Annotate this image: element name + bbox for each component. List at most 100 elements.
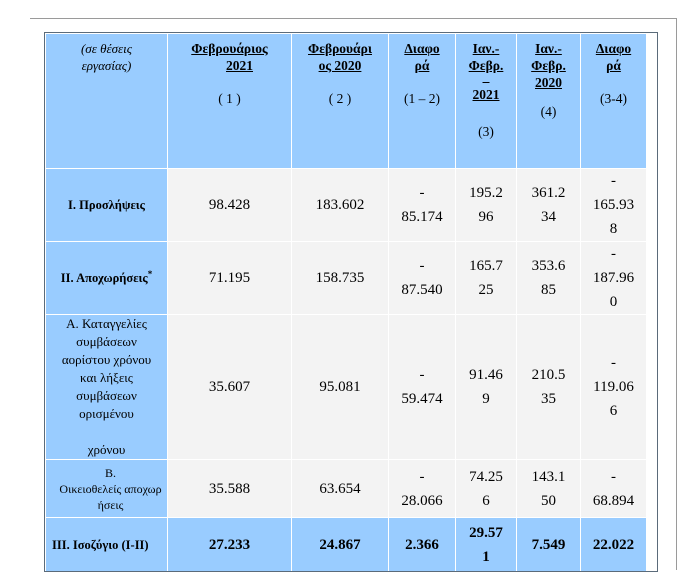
cell-line: 35 (541, 391, 556, 407)
table-cell: 27.233 (167, 517, 292, 573)
table-cell: 71.195 (167, 241, 292, 315)
cell-line: 0 (609, 294, 618, 310)
table-cell: 98.428 (167, 168, 292, 242)
col-header-note: ( 2 ) (328, 91, 352, 106)
page-right-rule (676, 18, 677, 570)
table-cell: 22.022 (580, 517, 647, 573)
cell-line: 29.57 (469, 525, 503, 541)
row-label-line: και λήξεις (80, 370, 133, 385)
cell-line: 119.06 (593, 379, 634, 395)
row-label-line: Β. (104, 465, 116, 480)
table-cell: - 119.06 6 (580, 314, 647, 460)
cell-line: 50 (541, 492, 556, 509)
row-label-line: συμβάσεων (76, 334, 137, 349)
table-cell: 35.607 (167, 314, 292, 460)
col-header-line: Φεβρ. (468, 58, 504, 73)
cell-line: 59.474 (401, 391, 443, 407)
table-cell: - 87.540 (388, 241, 456, 315)
table-cell: 2.366 (388, 517, 456, 573)
col-header-line: ρά (414, 58, 430, 73)
col-header-diff-1-2: Διαφο ρά (1 – 2) (388, 33, 456, 169)
cell-line: 25 (478, 282, 494, 298)
cell-line: 96 (478, 209, 494, 225)
table-cell: 195.2 96 (455, 168, 517, 242)
col-header-line: Διαφο (404, 41, 440, 56)
table-row: ΙΙΙ. Ισοζύγιο (Ι-ΙΙ) 27.233 24.867 2.366… (45, 517, 647, 573)
table-row: Α. Καταγγελίες συμβάσεων αορίστου χρόνου… (45, 314, 647, 460)
cell-line: 143.1 (531, 468, 566, 485)
col-header-line: ρά (606, 58, 621, 73)
row-label-line: ήσεις (97, 497, 124, 512)
col-header-line: 2021 (472, 87, 500, 102)
row-label-line: Α. Καταγγελίες (66, 316, 147, 331)
col-header-line: Ιαν.- (472, 41, 500, 56)
row-label-line: συμβάσεων (76, 388, 137, 403)
cell-line: 6 (609, 403, 618, 419)
cell-line: 1 (482, 549, 490, 565)
cell-line: 8 (609, 221, 618, 237)
cell-line: 165.7 (469, 258, 503, 274)
cell-line: 361.2 (531, 185, 566, 201)
cell-line: 85 (541, 282, 556, 298)
page-top-rule (30, 18, 676, 19)
row-label-departures: ΙΙ. Αποχωρήσεις* (45, 241, 168, 315)
cell-line: 353.6 (531, 258, 566, 274)
col-header-feb-2020: Φεβρουάρι ος 2020 ( 2 ) (291, 33, 389, 169)
cell-line: 9 (482, 391, 490, 407)
cell-line: 165.93 (592, 197, 635, 213)
col-header-line: 2020 (535, 75, 562, 90)
row-label-line (46, 423, 167, 441)
row-label-text: ΙΙ. Αποχωρήσεις (60, 271, 148, 286)
cell-line: 85.174 (401, 209, 443, 225)
table-cell: 143.1 50 (516, 459, 581, 518)
table-cell: 35.588 (167, 459, 292, 518)
cell-line: 187.96 (592, 270, 635, 286)
col-header-line: 2021 (226, 58, 253, 73)
employment-flows-table: (σε θέσεις εργασίας) Φεβρουάριος 2021 ( … (45, 33, 647, 573)
unit-label: (σε θέσεις εργασίας) (80, 41, 133, 73)
table-cell: - 28.066 (388, 459, 456, 518)
cell-line: - (419, 258, 425, 274)
col-header-line: Ιαν.- (535, 41, 562, 56)
cell-line: 87.540 (401, 282, 443, 298)
table-cell: 7.549 (516, 517, 581, 573)
row-label-line: αορίστου χρόνου (61, 352, 152, 367)
cell-line: 6 (482, 492, 490, 509)
cell-line: - (611, 468, 616, 485)
row-label-hirings: Ι. Προσλήψεις (45, 168, 168, 242)
col-header-jan-feb-2021: Ιαν.- Φεβρ. _ 2021 (3) (455, 33, 517, 169)
table-row: Β. Οικειοθελείς αποχωρ ήσεις 35.588 63.6… (45, 459, 647, 518)
table-cell: - 85.174 (388, 168, 456, 242)
footnote-marker: * (147, 269, 153, 280)
table-cell: 210.5 35 (516, 314, 581, 460)
col-header-line: Φεβρουάρι (308, 41, 372, 56)
table-cell: - 68.894 (580, 459, 647, 518)
cell-line: - (419, 468, 425, 485)
table-cell: 95.081 (291, 314, 389, 460)
col-header-line: _ (482, 69, 490, 84)
table-cell: 74.25 6 (455, 459, 517, 518)
cell-line: 28.066 (401, 492, 443, 509)
table-cell: 158.735 (291, 241, 389, 315)
table-row: Ι. Προσλήψεις 98.428 183.602 - 85.174 19… (45, 168, 647, 242)
table-cell: 165.7 25 (455, 241, 517, 315)
col-header-jan-feb-2020: Ιαν.- Φεβρ. 2020 (4) (516, 33, 581, 169)
cell-line: 34 (541, 209, 556, 225)
col-header-diff-3-4: Διαφο ρά (3-4) (580, 33, 647, 169)
table-cell: - 59.474 (388, 314, 456, 460)
col-header-note: (3-4) (600, 91, 627, 106)
col-header-note: (1 – 2) (404, 91, 440, 106)
col-header-line: Φεβρ. (531, 58, 566, 73)
table-cell: 29.57 1 (455, 517, 517, 573)
cell-line: - (611, 246, 616, 262)
table-cell: 183.602 (291, 168, 389, 242)
table-cell: 361.2 34 (516, 168, 581, 242)
col-header-line: Διαφο (595, 41, 632, 56)
table-cell: 353.6 85 (516, 241, 581, 315)
cell-line: - (419, 367, 425, 383)
col-header-note: ( 1 ) (218, 91, 241, 106)
row-label-voluntary-departures: Β. Οικειοθελείς αποχωρ ήσεις (45, 459, 168, 518)
table-cell: - 165.93 8 (580, 168, 647, 242)
table-cell: 63.654 (291, 459, 389, 518)
col-header-line: ος 2020 (318, 58, 362, 73)
